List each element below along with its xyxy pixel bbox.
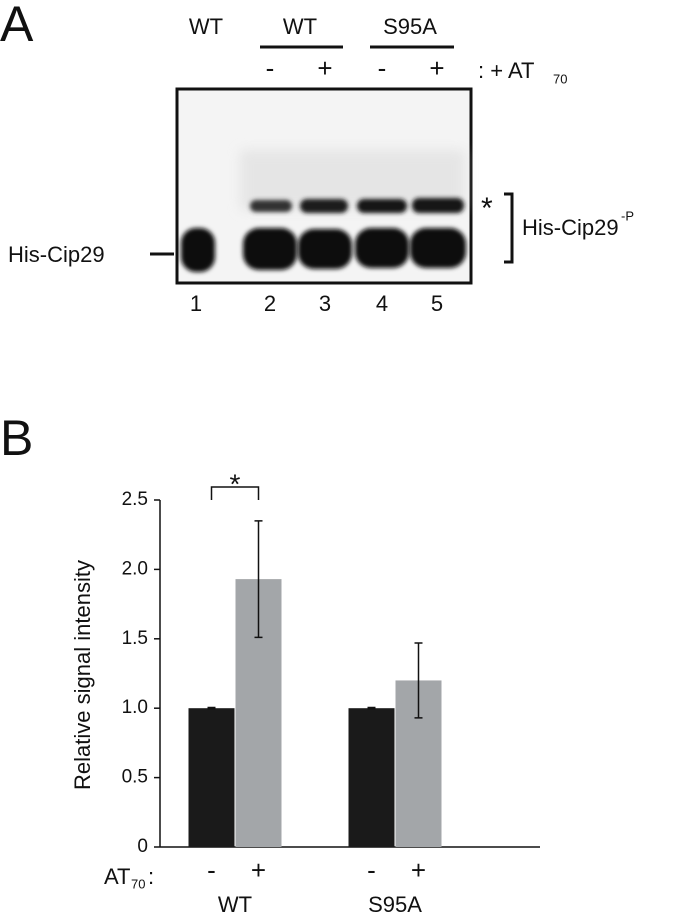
group-label: S95A [383,14,437,39]
y-tick-label: 0 [137,836,148,857]
treatment-subscript: 70 [553,71,567,86]
treatment: - [367,855,376,885]
x-tick-label: S95A [368,892,422,917]
error-bar [367,706,376,710]
error-bar [414,642,423,719]
treatment-label: : + AT [478,58,534,83]
star: * [481,192,493,225]
bracket-superscript: -P [621,208,634,223]
lane-number: 4 [376,291,388,316]
group-label: WT [283,14,317,39]
bracket [504,192,514,264]
error-bar [207,706,216,710]
panel-label: B [0,410,33,466]
treatment: - [266,53,275,83]
significance-bracket [210,486,260,500]
bar [348,708,395,847]
bracket-label: His-Cip29 [522,215,619,240]
treatment: + [429,53,444,83]
y-tick-label: 1.0 [122,697,148,718]
band-label: His-Cip29 [8,242,105,267]
lane-number: 2 [264,291,276,316]
y-axis-label: Relative signal intensity [70,560,95,790]
significance: * [230,468,241,499]
lane-number: 5 [431,291,443,316]
treatment: + [411,855,426,885]
error-bar [254,520,263,639]
treatment-label: AT [104,864,130,889]
blot [175,87,473,285]
treatment-suffix: : [148,864,154,889]
group-label: WT [189,14,223,39]
y-tick-label: 2.0 [122,558,148,579]
treatment-subscript: 70 [131,876,145,891]
y-tick-label: 0.5 [122,767,148,788]
y-tick-label: 2.5 [122,489,148,510]
treatment: - [207,855,216,885]
x-tick-label: WT [218,892,252,917]
lane-number: 3 [319,291,331,316]
y-tick-label: 1.5 [122,628,148,649]
lane-number: 1 [190,291,202,316]
treatment: + [251,855,266,885]
treatment: - [378,53,387,83]
panel-label: A [0,0,34,52]
bar [188,708,235,847]
treatment: + [317,53,332,83]
